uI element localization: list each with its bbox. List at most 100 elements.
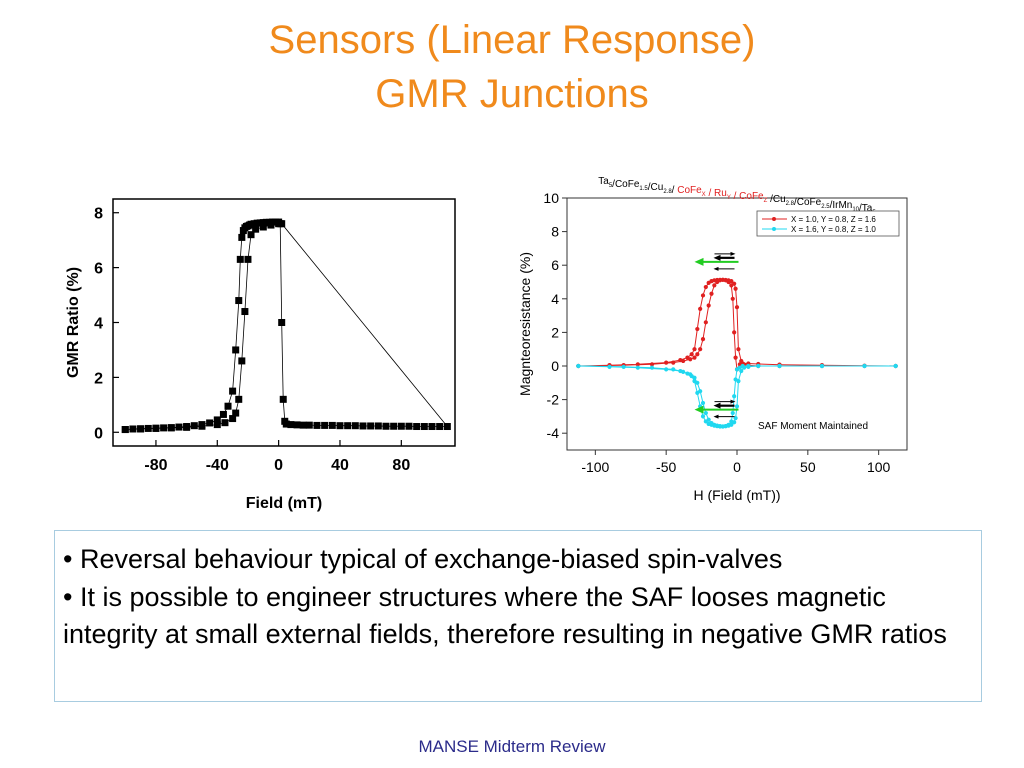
data-point	[144, 424, 152, 432]
lower-thin-arrow-left-head	[713, 414, 719, 419]
data-point	[219, 410, 227, 418]
data-point	[213, 421, 221, 429]
data-point	[129, 425, 137, 433]
x-tick-label: 40	[331, 457, 349, 474]
y-tick-label: -2	[547, 392, 560, 408]
data-point	[730, 410, 735, 416]
data-point	[278, 319, 286, 326]
upper-thin-arrow-right-head	[730, 251, 736, 256]
upper-thin-arrow-left-head	[713, 266, 719, 271]
data-point	[671, 367, 676, 372]
chart-title: Ta5/CoFe1.5/Cu2.8/ CoFeX / RuY / CoFeZ /…	[598, 176, 876, 216]
data-point	[819, 363, 825, 369]
x-tick-label: 100	[867, 459, 891, 475]
data-point	[703, 284, 708, 290]
data-point	[232, 346, 240, 354]
data-point	[635, 362, 640, 367]
data-point	[733, 355, 738, 360]
y-axis-title: Magnteoresistance (%)	[517, 252, 533, 396]
slide-subtitle: GMR Junctions	[375, 72, 649, 116]
x-tick-label: 0	[274, 457, 283, 474]
data-point	[712, 283, 717, 288]
data-point	[267, 221, 275, 229]
data-point	[293, 421, 301, 429]
data-point	[700, 293, 706, 298]
data-point	[198, 422, 206, 430]
data-point	[413, 423, 421, 431]
data-point	[367, 422, 375, 430]
data-point	[700, 414, 706, 419]
lower-thin-arrow-right-head	[730, 399, 736, 404]
data-point	[893, 363, 898, 369]
data-point	[635, 365, 640, 370]
data-point	[313, 421, 321, 429]
x-axis-title: H (Field (mT))	[693, 487, 780, 503]
data-point	[236, 255, 244, 263]
data-point	[862, 363, 867, 369]
y-tick-label: 8	[94, 206, 103, 223]
lower-green-arrow-icon	[694, 405, 704, 414]
data-point	[299, 421, 307, 429]
y-tick-label: 8	[551, 224, 559, 240]
data-point	[607, 364, 612, 369]
y-tick-label: 10	[543, 190, 559, 206]
data-point	[706, 417, 711, 422]
data-point	[405, 422, 413, 430]
data-point	[436, 423, 444, 431]
upper-green-arrow-icon	[694, 257, 704, 266]
data-point	[703, 410, 708, 416]
data-point	[732, 420, 737, 425]
data-point	[700, 400, 706, 406]
series-line	[578, 365, 896, 428]
data-point	[681, 369, 686, 374]
data-point	[344, 422, 352, 430]
x-tick-label: 0	[733, 459, 741, 475]
data-point	[336, 422, 344, 430]
data-point	[681, 358, 686, 364]
data-point	[734, 404, 740, 409]
data-point	[739, 358, 744, 364]
data-point	[235, 395, 243, 403]
data-point	[374, 422, 382, 430]
data-point	[777, 363, 782, 369]
data-point	[397, 422, 405, 430]
y-tick-label: 2	[94, 370, 103, 387]
data-point	[160, 424, 168, 432]
data-point	[649, 362, 655, 367]
data-point	[695, 352, 700, 357]
data-point	[664, 367, 669, 372]
data-point	[190, 422, 198, 430]
data-point	[709, 291, 714, 296]
data-point	[428, 423, 436, 431]
lower-bold-arrow-head	[713, 402, 721, 409]
data-point	[671, 360, 676, 365]
data-point	[305, 421, 313, 429]
data-point	[730, 296, 735, 301]
data-point	[733, 286, 738, 291]
data-point	[732, 330, 737, 335]
x-tick-label: -100	[581, 459, 609, 475]
x-tick-label: -80	[144, 457, 167, 474]
data-point	[621, 364, 626, 369]
data-point	[732, 394, 737, 399]
data-point	[279, 395, 287, 403]
data-point	[692, 347, 697, 352]
data-point	[746, 364, 751, 369]
data-point	[241, 308, 249, 316]
data-point	[709, 421, 714, 426]
data-point	[247, 231, 255, 239]
bullet-item-2: • It is possible to engineer structures …	[63, 581, 947, 650]
slide-title: Sensors (Linear Response)	[268, 18, 756, 62]
x-tick-label: -40	[206, 457, 229, 474]
bullet-textbox: • Reversal behaviour typical of exchange…	[54, 530, 982, 702]
data-point	[321, 421, 329, 429]
data-point	[275, 220, 283, 228]
data-point	[167, 424, 175, 432]
legend-swatch-marker	[772, 217, 776, 221]
data-point	[183, 423, 191, 431]
data-point	[695, 380, 700, 385]
data-point	[206, 419, 214, 427]
data-point	[443, 423, 451, 431]
y-tick-label: 4	[94, 316, 103, 333]
legend-label: X = 1.0, Y = 0.8, Z = 1.6	[791, 215, 876, 224]
